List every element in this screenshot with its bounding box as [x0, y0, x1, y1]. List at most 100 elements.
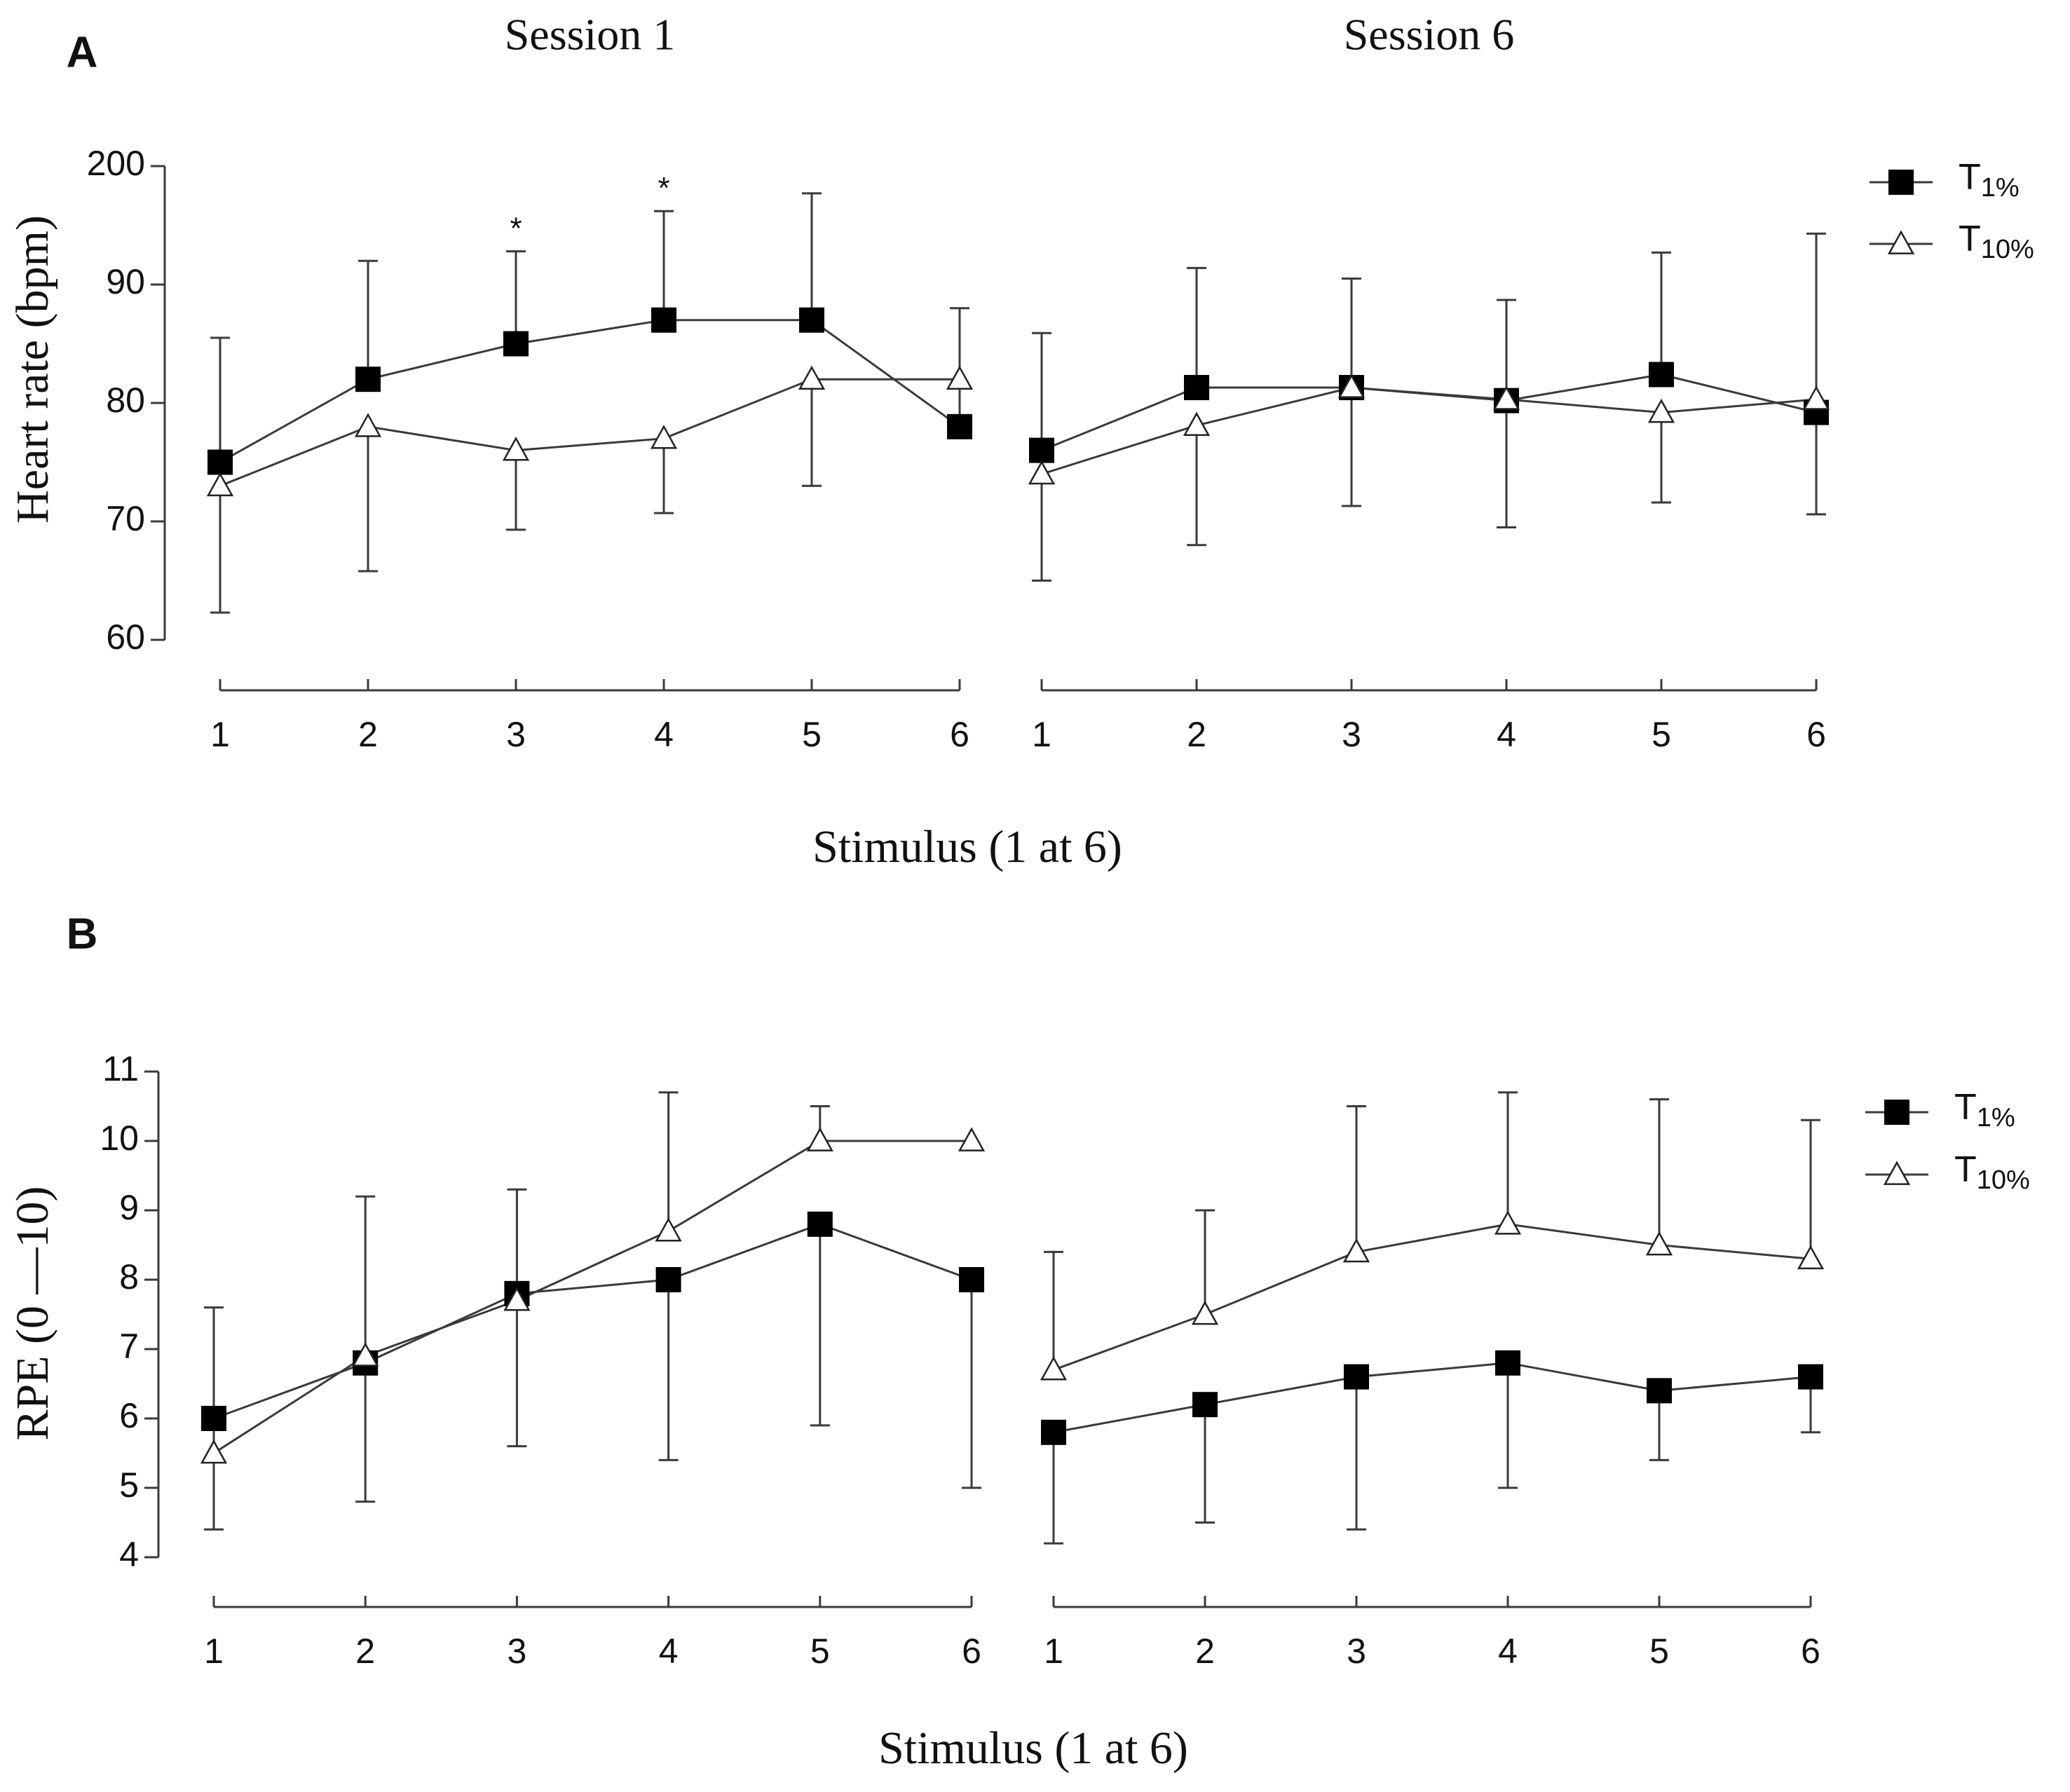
- error-bar: [1187, 425, 1206, 547]
- error-bar: [358, 259, 378, 380]
- marker: [1802, 385, 1830, 410]
- marker: [947, 413, 972, 439]
- legend-marker: [1884, 1100, 1909, 1125]
- marker: [1647, 1378, 1672, 1404]
- series-line: [1053, 1223, 1811, 1372]
- marker: [1029, 437, 1054, 463]
- series-line: [213, 1223, 972, 1420]
- marker: [806, 1127, 833, 1151]
- y-tick-label: 8: [119, 1257, 139, 1297]
- y-tick-label: 90: [106, 262, 145, 301]
- marker: [201, 1406, 226, 1431]
- y-tick-label: 6: [119, 1396, 139, 1435]
- marker: [959, 1267, 984, 1292]
- error-bar: [1342, 278, 1361, 388]
- legend-label: T1%: [1959, 157, 2020, 203]
- marker: [354, 413, 382, 437]
- series-line: [1041, 373, 1817, 451]
- legend-label: T1%: [1954, 1087, 2015, 1133]
- marker: [655, 1217, 682, 1242]
- error-bar: [355, 1195, 376, 1356]
- x-tick-label: 2: [1195, 1632, 1215, 1671]
- series-line: [1041, 386, 1817, 475]
- marker: [1494, 1210, 1522, 1235]
- marker: [1495, 1350, 1520, 1376]
- x-tick-label: 3: [507, 1632, 526, 1671]
- error-bar: [810, 1224, 830, 1427]
- error-bar: [355, 1362, 376, 1503]
- x-tick-label: 4: [1497, 715, 1516, 754]
- x-tick-label: 6: [950, 715, 969, 754]
- error-bar: [1498, 1362, 1518, 1489]
- marker: [1798, 1364, 1823, 1390]
- marker: [807, 1211, 833, 1237]
- y-tick-label: 70: [106, 499, 145, 538]
- x-tick-label: 1: [204, 1632, 224, 1671]
- error-bar: [1497, 299, 1516, 401]
- marker: [1337, 374, 1366, 398]
- legend-marker: [1888, 170, 1914, 195]
- marker: [650, 425, 678, 449]
- y-tick-label: 10: [100, 1119, 139, 1158]
- error-bar: [506, 250, 526, 344]
- error-bar: [654, 210, 674, 320]
- marker: [798, 365, 826, 390]
- error-bar: [506, 450, 526, 531]
- error-bar: [1342, 388, 1361, 507]
- marker: [651, 307, 676, 333]
- x-tick-label: 2: [358, 715, 378, 754]
- error-bar: [1801, 1119, 1820, 1259]
- error-bar: [1044, 1250, 1063, 1370]
- x-tick-label: 6: [962, 1632, 981, 1671]
- x-tick-label: 5: [1652, 715, 1671, 754]
- marker: [1647, 398, 1675, 423]
- marker: [1649, 362, 1674, 388]
- marker: [1492, 385, 1520, 410]
- y-tick-label: 11: [102, 1049, 139, 1088]
- x-tick-label: 2: [1187, 715, 1206, 754]
- marker: [206, 472, 234, 497]
- y-tick-label: 9: [119, 1188, 139, 1227]
- chart-title: Session 6: [1344, 10, 1515, 60]
- series-line: [219, 378, 960, 487]
- x-tick-label: 6: [1801, 1632, 1820, 1671]
- marker: [1797, 1245, 1825, 1270]
- x-tick-label: 4: [659, 1632, 679, 1671]
- error-bar: [210, 486, 230, 614]
- annotation: *: [658, 171, 669, 205]
- marker: [799, 307, 824, 333]
- panel-label: A: [67, 28, 98, 76]
- error-bar: [654, 438, 674, 514]
- series-line: [1053, 1362, 1811, 1434]
- marker: [1192, 1392, 1218, 1418]
- annotation: *: [510, 211, 522, 245]
- x-tick-label: 2: [355, 1632, 375, 1671]
- marker: [958, 1127, 986, 1151]
- x-tick-label: 4: [654, 715, 674, 754]
- error-bar: [1649, 1098, 1669, 1245]
- error-bar: [802, 379, 822, 487]
- error-bar: [802, 192, 822, 320]
- x-tick-label: 1: [1044, 1632, 1063, 1671]
- marker: [355, 367, 381, 392]
- y-tick-label: 4: [119, 1535, 139, 1574]
- y-tick-label: 200: [87, 144, 145, 183]
- x-tick-label: 5: [810, 1632, 830, 1671]
- legend-marker: [1887, 230, 1915, 254]
- panel-label: B: [67, 910, 98, 958]
- y-tick-label: 7: [119, 1327, 139, 1366]
- legend-marker: [1883, 1161, 1911, 1185]
- error-bar: [507, 1293, 527, 1448]
- x-tick-label: 3: [506, 715, 526, 754]
- x-axis-label: Stimulus (1 at 6): [812, 821, 1122, 873]
- x-tick-label: 1: [1032, 715, 1051, 754]
- error-bar: [204, 1306, 224, 1454]
- x-tick-label: 3: [1342, 715, 1361, 754]
- x-tick-label: 5: [802, 715, 822, 754]
- y-tick-label: 5: [119, 1465, 139, 1505]
- marker: [1342, 1238, 1370, 1263]
- marker: [1184, 375, 1209, 401]
- error-bar: [1652, 251, 1671, 375]
- error-bar: [1497, 399, 1516, 528]
